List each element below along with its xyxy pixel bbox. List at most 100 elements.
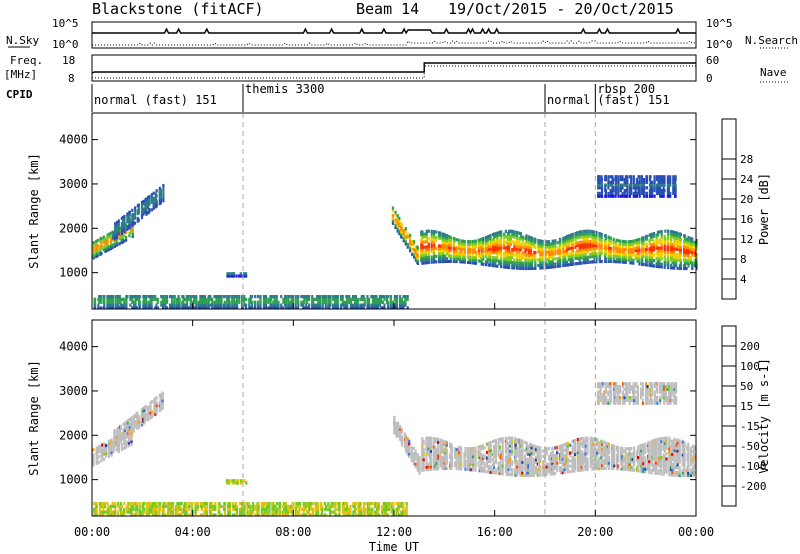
echo-cell (162, 510, 165, 514)
echo-cell (317, 300, 320, 304)
echo-cell (127, 421, 130, 425)
echo-cell (400, 513, 403, 517)
echo-cell (142, 306, 145, 310)
echo-cell (174, 510, 177, 514)
echo-cell (427, 441, 430, 445)
echo-cell (352, 504, 355, 508)
echo-cell (150, 303, 153, 307)
echo-cell (150, 193, 153, 197)
echo-cell (160, 295, 163, 299)
echo-cell (554, 244, 557, 248)
echo-cell (119, 303, 122, 307)
echo-cell (406, 437, 409, 441)
echo-cell (425, 441, 428, 446)
echo-cell (427, 462, 430, 466)
echo-cell (122, 221, 125, 225)
echo-cell (600, 259, 603, 264)
echo-cell (560, 449, 563, 453)
echo-cell (96, 254, 99, 258)
echo-cell (521, 473, 524, 477)
echo-cell (334, 510, 337, 514)
echo-cell (302, 513, 305, 517)
echo-cell (148, 197, 151, 201)
echo-cell (521, 245, 524, 250)
echo-cell (664, 245, 667, 249)
echo-cell (551, 446, 554, 450)
echo-cell (530, 462, 533, 466)
echo-cell (137, 203, 140, 207)
echo-cell (498, 259, 501, 263)
echo-cell (435, 467, 438, 471)
echo-cell (513, 230, 516, 234)
echo-cell (416, 468, 419, 472)
echo-cell (338, 513, 341, 517)
echo-cell (498, 466, 501, 470)
echo-cell (638, 254, 641, 258)
echo-cell (513, 240, 516, 244)
echo-cell (162, 189, 165, 193)
echo-cell (128, 216, 131, 220)
echo-cell (470, 460, 473, 464)
echo-cell (167, 507, 170, 511)
echo-cell (274, 504, 277, 508)
echo-cell (649, 191, 652, 195)
echo-cell (576, 262, 579, 266)
echo-cell (556, 445, 559, 449)
echo-cell (162, 186, 165, 190)
echo-cell (486, 459, 489, 463)
echo-cell (534, 240, 537, 244)
echo-cell (138, 513, 141, 517)
echo-cell (402, 306, 405, 310)
echo-cell (576, 251, 579, 255)
echo-cell (363, 297, 366, 301)
echo-cell (120, 510, 123, 514)
echo-cell (437, 445, 440, 450)
echo-cell (100, 504, 103, 508)
echo-cell (197, 300, 200, 304)
echo-cell (513, 253, 516, 257)
echo-cell (474, 454, 477, 458)
echo-cell (656, 264, 659, 269)
echo-cell (432, 456, 435, 460)
echo-cell (265, 507, 268, 511)
echo-cell (511, 263, 514, 267)
echo-cell (146, 504, 149, 508)
echo-cell (145, 202, 148, 206)
nsky-top-tick: 10^5 (52, 17, 79, 30)
echo-cell (148, 502, 151, 506)
echo-cell (323, 507, 326, 511)
echo-cell (507, 444, 510, 448)
echo-cell (122, 228, 125, 232)
echo-cell (525, 449, 528, 453)
echo-cell (336, 297, 339, 301)
echo-cell (513, 468, 517, 472)
echo-cell (148, 200, 151, 204)
echo-cell (516, 470, 519, 474)
echo-cell (461, 255, 465, 259)
echo-cell (96, 244, 99, 248)
echo-cell (482, 262, 485, 266)
echo-cell (352, 513, 355, 517)
echo-cell (400, 235, 403, 239)
echo-cell (124, 428, 127, 433)
echo-cell (473, 242, 476, 246)
echo-cell (667, 245, 670, 249)
echo-cell (574, 251, 577, 255)
echo-cell (451, 456, 454, 460)
echo-cell (489, 234, 492, 238)
echo-cell (438, 260, 441, 264)
echo-cell (362, 295, 365, 299)
echo-cell (519, 266, 522, 270)
echo-cell (674, 175, 677, 179)
echo-cell (498, 456, 501, 460)
echo-cell (678, 256, 681, 260)
echo-cell (439, 247, 442, 251)
echo-cell (549, 262, 553, 267)
echo-cell (427, 452, 430, 456)
echo-cell (95, 252, 98, 256)
echo-cell (231, 297, 234, 301)
echo-cell (580, 243, 583, 247)
echo-cell (676, 253, 679, 257)
echo-cell (508, 250, 511, 254)
echo-cell (394, 213, 397, 217)
